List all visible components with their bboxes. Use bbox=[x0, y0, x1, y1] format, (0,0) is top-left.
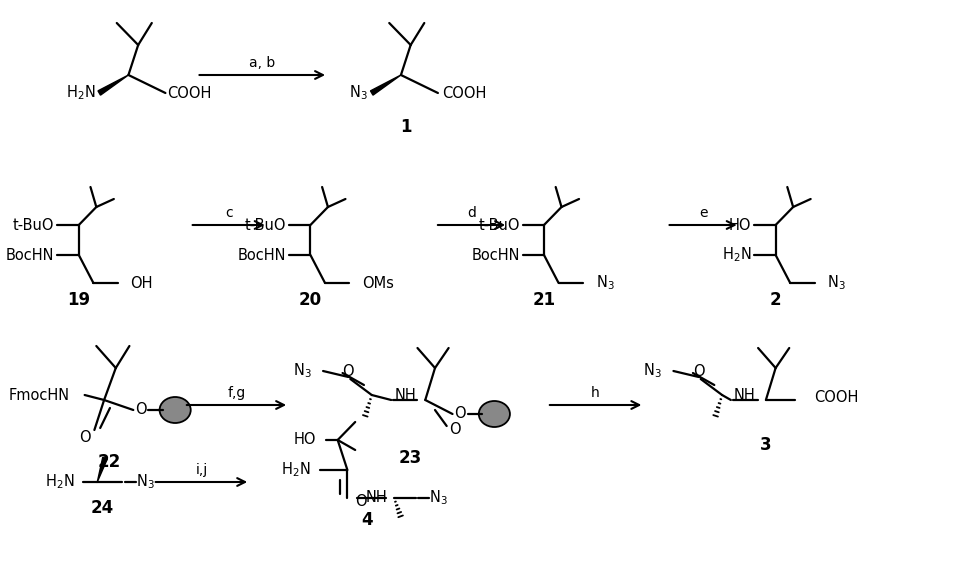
Ellipse shape bbox=[160, 397, 191, 423]
Text: N$_3$: N$_3$ bbox=[429, 488, 448, 507]
Text: O: O bbox=[693, 363, 705, 378]
Text: e: e bbox=[699, 206, 708, 220]
Text: O: O bbox=[343, 363, 354, 378]
Text: H$_2$N: H$_2$N bbox=[45, 472, 74, 491]
Text: H$_2$N: H$_2$N bbox=[722, 246, 752, 265]
Text: H$_2$N: H$_2$N bbox=[66, 84, 95, 102]
Text: 3: 3 bbox=[760, 436, 771, 454]
Text: 1: 1 bbox=[400, 118, 412, 136]
Text: FmocHN: FmocHN bbox=[9, 387, 70, 402]
Text: 4: 4 bbox=[361, 511, 372, 529]
Text: COOH: COOH bbox=[814, 390, 858, 405]
Text: t-BuO: t-BuO bbox=[245, 218, 286, 232]
Text: f,g: f,g bbox=[227, 386, 246, 400]
Polygon shape bbox=[98, 75, 128, 95]
Text: N$_3$: N$_3$ bbox=[293, 362, 312, 381]
Text: h: h bbox=[591, 386, 600, 400]
Text: BocHN: BocHN bbox=[6, 247, 55, 262]
Text: N$_3$: N$_3$ bbox=[643, 362, 662, 381]
Text: 20: 20 bbox=[299, 291, 322, 309]
Text: BocHN: BocHN bbox=[237, 247, 286, 262]
Text: 22: 22 bbox=[97, 453, 121, 471]
Text: O: O bbox=[78, 430, 90, 445]
Text: 19: 19 bbox=[68, 291, 90, 309]
Text: O: O bbox=[455, 406, 466, 421]
Text: i,j: i,j bbox=[195, 463, 208, 477]
Text: COOH: COOH bbox=[168, 86, 212, 100]
Text: HO: HO bbox=[294, 432, 317, 448]
Text: 21: 21 bbox=[532, 291, 556, 309]
Text: HO: HO bbox=[729, 218, 752, 232]
Text: 24: 24 bbox=[90, 499, 114, 517]
Ellipse shape bbox=[479, 401, 510, 427]
Text: H$_2$N: H$_2$N bbox=[281, 461, 311, 479]
Text: c: c bbox=[224, 206, 232, 220]
Polygon shape bbox=[370, 75, 401, 95]
Text: N$_3$: N$_3$ bbox=[136, 472, 155, 491]
Text: NH: NH bbox=[366, 491, 387, 506]
Text: 2: 2 bbox=[770, 291, 781, 309]
Text: COOH: COOH bbox=[442, 86, 486, 100]
Text: N$_3$: N$_3$ bbox=[349, 84, 368, 102]
Text: O: O bbox=[135, 402, 147, 417]
Text: N$_3$: N$_3$ bbox=[596, 274, 614, 292]
Text: NH: NH bbox=[734, 387, 756, 402]
Text: d: d bbox=[467, 206, 476, 220]
Text: a, b: a, b bbox=[249, 56, 275, 70]
Text: O: O bbox=[449, 422, 461, 437]
Text: OMs: OMs bbox=[362, 276, 394, 290]
Text: BocHN: BocHN bbox=[471, 247, 519, 262]
Polygon shape bbox=[97, 457, 108, 482]
Text: t-BuO: t-BuO bbox=[478, 218, 519, 232]
Text: N$_3$: N$_3$ bbox=[827, 274, 846, 292]
Text: t-BuO: t-BuO bbox=[13, 218, 55, 232]
Text: O: O bbox=[355, 494, 367, 510]
Text: 23: 23 bbox=[399, 449, 422, 467]
Text: OH: OH bbox=[130, 276, 153, 290]
Text: NH: NH bbox=[395, 387, 416, 402]
